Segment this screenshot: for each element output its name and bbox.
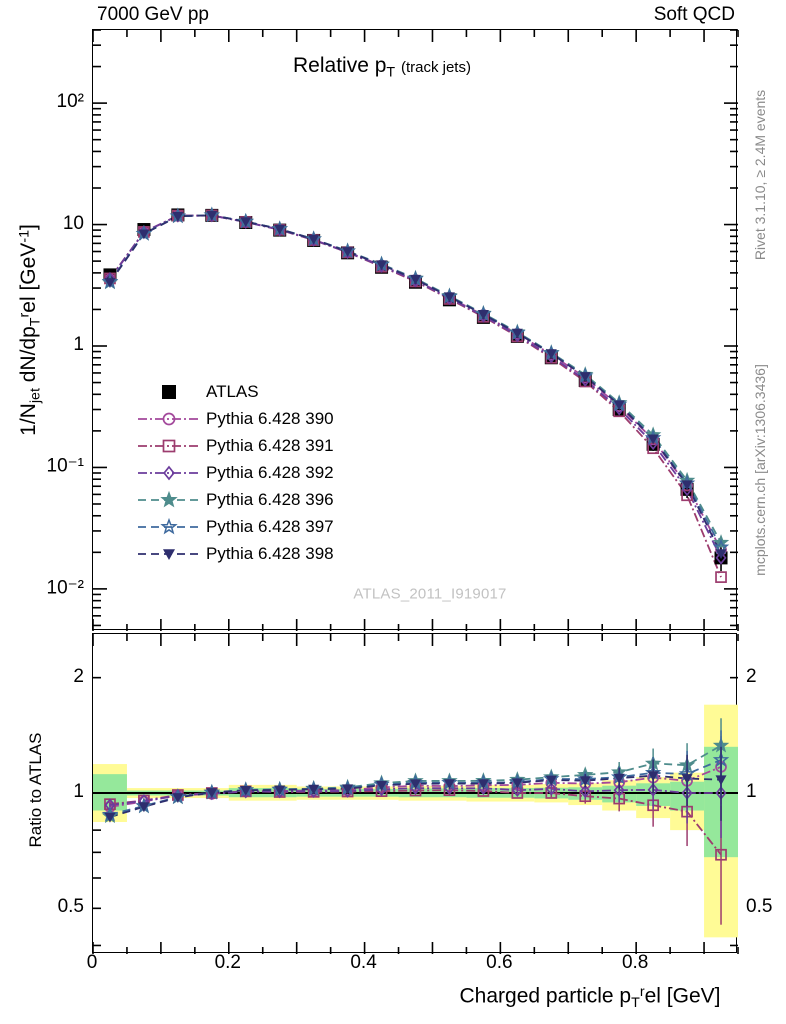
ratio-y-tick-label-left: 1 — [73, 780, 84, 802]
ratio-plot-panel — [92, 633, 739, 954]
x-tick-label: 0 — [86, 952, 98, 973]
legend-marker-triangle-down-icon — [138, 542, 200, 566]
x-tick-label: 0.4 — [350, 952, 377, 973]
main-plot-panel — [92, 29, 739, 631]
legend-item-label: Pythia 6.428 397 — [206, 517, 334, 536]
rivet-version-label: Rivet 3.1.10, ≥ 2.4M events — [752, 89, 768, 261]
plot-title: Relative pT (track jets) — [293, 54, 471, 81]
x-tick-label: 0.2 — [214, 952, 241, 973]
legend-marker-star-filled-icon — [138, 488, 200, 512]
legend-item-label: Pythia 6.428 396 — [206, 490, 334, 509]
main-y-tick-label: 1 — [73, 334, 84, 355]
legend-marker-star-open-icon — [138, 515, 200, 539]
ratio-y-axis-label: Ratio to ATLAS — [26, 732, 45, 848]
legend-marker-square-icon — [138, 434, 200, 458]
ratio-plot-canvas — [92, 634, 739, 954]
main-y-axis-label: 1/Njet dN/dpTrel [GeV-1] — [16, 224, 44, 436]
main-y-tick-label: 10² — [56, 91, 84, 113]
x-tick-label: 0.8 — [621, 952, 649, 973]
legend-item-label: Pythia 6.428 392 — [206, 463, 334, 482]
legend-marker-square-filled-icon — [138, 380, 200, 404]
legend-marker-diamond-icon — [138, 461, 200, 485]
ratio-y-tick-label-left: 0.5 — [57, 896, 84, 918]
legend-marker-circle-icon — [138, 407, 200, 431]
ratio-y-tick-label-right: 1 — [746, 780, 757, 802]
main-plot-canvas — [92, 29, 739, 631]
x-tick-label: 0.6 — [486, 952, 513, 973]
mcplots-reference-label: mcplots.cern.ch [arXiv:1306.3436] — [752, 364, 768, 576]
legend-item-label: Pythia 6.428 390 — [206, 409, 334, 428]
legend-item-label: Pythia 6.428 398 — [206, 544, 334, 563]
analysis-watermark: ATLAS_2011_I919017 — [353, 585, 507, 603]
header-left-label: 7000 GeV pp — [97, 4, 209, 25]
legend-item-label: Pythia 6.428 391 — [206, 436, 334, 455]
ratio-y-tick-label-right: 0.5 — [746, 896, 773, 918]
header-right-label: Soft QCD — [653, 4, 735, 25]
main-y-tick-label: 10⁻¹ — [46, 455, 85, 477]
main-y-tick-label: 10⁻² — [46, 577, 85, 599]
legend-item-label: ATLAS — [206, 382, 259, 401]
x-axis-label: Charged particle pTrel [GeV] — [459, 984, 721, 1011]
ratio-y-tick-label-left: 2 — [73, 665, 84, 687]
main-y-tick-label: 10 — [62, 212, 84, 234]
ratio-y-tick-label-right: 2 — [746, 665, 757, 687]
